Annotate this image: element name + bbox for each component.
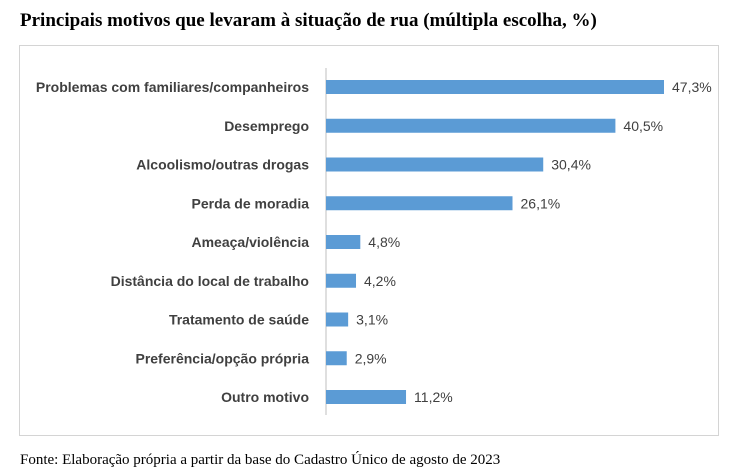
data-label: 26,1% (521, 195, 561, 211)
source-note: Fonte: Elaboração própria a partir da ba… (20, 452, 501, 468)
category-label: Outro motivo (221, 389, 309, 405)
bar (326, 80, 664, 94)
data-label: 3,1% (356, 312, 388, 328)
category-label: Tratamento de saúde (169, 312, 309, 328)
data-label: 11,2% (414, 389, 453, 405)
category-label: Distância do local de trabalho (111, 273, 309, 289)
category-label: Alcoolismo/outras drogas (136, 157, 309, 173)
bar (326, 351, 347, 366)
bar (326, 235, 361, 249)
category-label: Problemas com familiares/companheiros (36, 79, 309, 95)
data-label: 4,2% (364, 273, 396, 289)
bar (326, 390, 407, 404)
bars-group: Problemas com familiares/companheiros 47,… (36, 79, 712, 405)
page-title: Principais motivos que levaram à situaçã… (20, 10, 597, 31)
bar (326, 157, 544, 172)
data-label: 47,3% (672, 79, 712, 95)
category-label: Preferência/opção própria (135, 350, 309, 366)
bar (326, 273, 357, 288)
category-label: Ameaça/violência (191, 234, 309, 250)
data-label: 30,4% (551, 157, 591, 173)
data-label: 4,8% (368, 234, 400, 250)
chart-frame (19, 45, 719, 436)
bar (326, 312, 349, 327)
category-label: Perda de moradia (192, 195, 310, 211)
category-label: Desemprego (224, 118, 309, 134)
data-label: 40,5% (623, 118, 663, 134)
bar (326, 196, 513, 211)
data-label: 2,9% (355, 350, 387, 366)
bar (326, 118, 616, 133)
